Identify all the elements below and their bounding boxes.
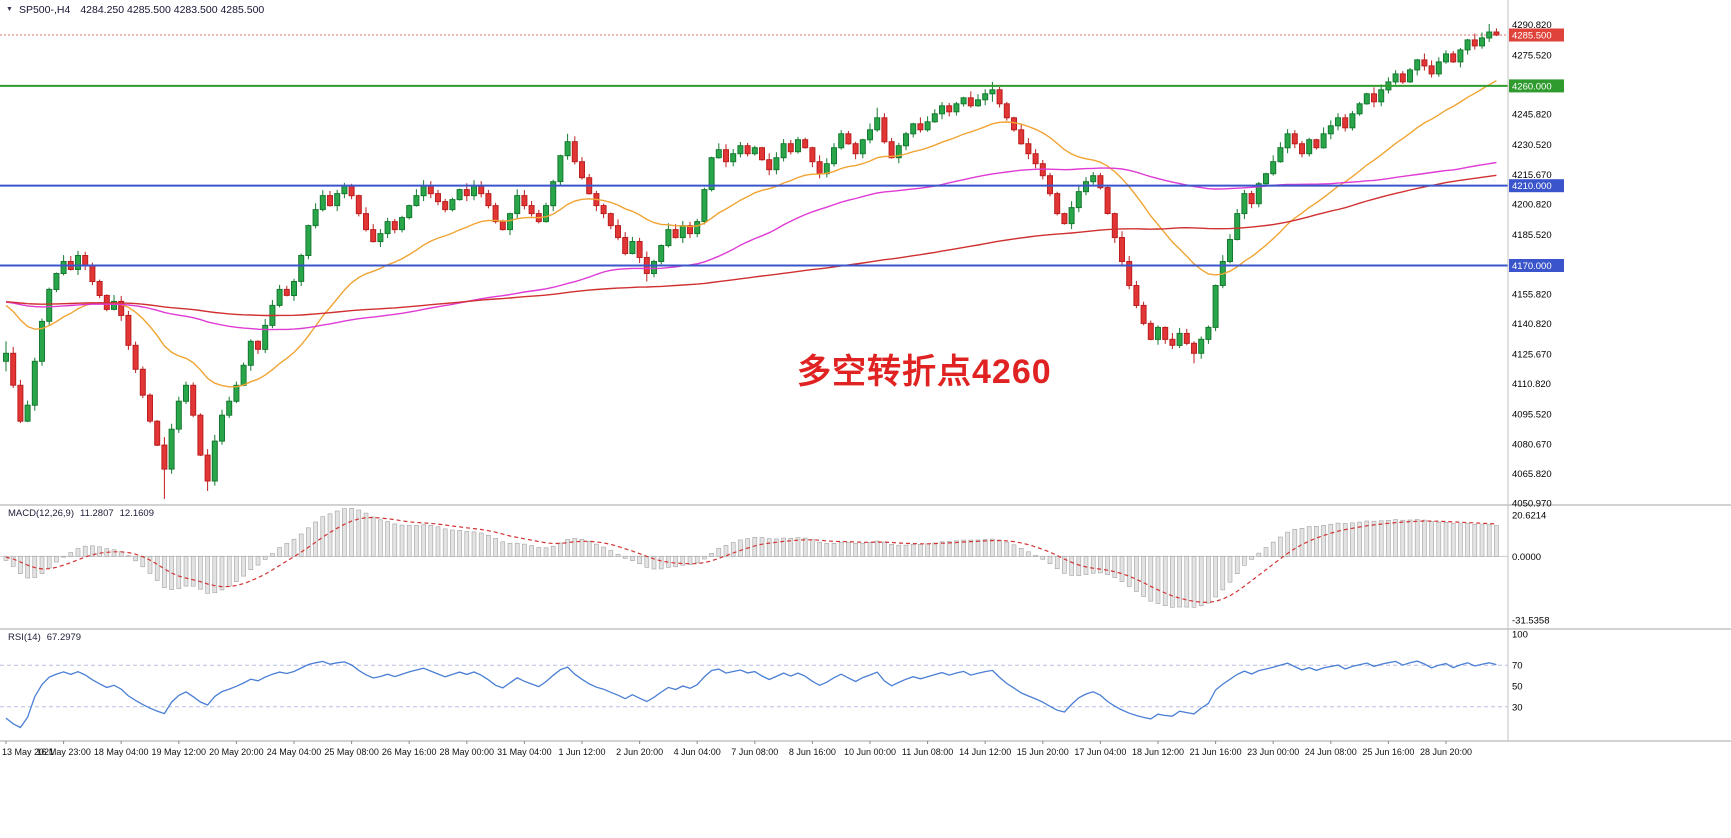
svg-text:4050.970: 4050.970 — [1512, 499, 1552, 510]
svg-text:26 May 16:00: 26 May 16:00 — [382, 747, 437, 757]
price-axis[interactable]: 4290.820 4275.520 4245.820 4230.520 4215.670… — [1509, 20, 1564, 510]
macd-signal-value: 12.1609 — [119, 508, 154, 519]
svg-text:100: 100 — [1512, 630, 1528, 641]
svg-text:4095.520: 4095.520 — [1512, 410, 1552, 421]
symbol-timeframe-label: SP500-,H4 — [18, 4, 71, 16]
macd-main-value: 11.2807 — [80, 508, 114, 519]
svg-text:4065.820: 4065.820 — [1512, 469, 1552, 480]
rsi-name: RSI(14) — [8, 632, 41, 643]
panel-separators — [0, 0, 1731, 742]
svg-text:21 Jun 16:00: 21 Jun 16:00 — [1190, 747, 1242, 757]
svg-text:31 May 04:00: 31 May 04:00 — [497, 747, 552, 757]
svg-text:0.0000: 0.0000 — [1512, 552, 1541, 563]
svg-text:4210.000: 4210.000 — [1512, 181, 1552, 192]
rsi-value: 67.2979 — [46, 632, 82, 643]
svg-text:13 May 2021: 13 May 2021 — [2, 747, 54, 757]
svg-text:14 Jun 12:00: 14 Jun 12:00 — [959, 747, 1011, 757]
svg-text:4290.820: 4290.820 — [1512, 20, 1552, 31]
svg-text:16 May 23:00: 16 May 23:00 — [36, 747, 91, 757]
svg-text:8 Jun 16:00: 8 Jun 16:00 — [789, 747, 836, 757]
svg-text:20 May 20:00: 20 May 20:00 — [209, 747, 264, 757]
svg-text:24 May 04:00: 24 May 04:00 — [267, 747, 322, 757]
svg-text:4080.670: 4080.670 — [1512, 439, 1552, 450]
svg-text:11 Jun 08:00: 11 Jun 08:00 — [902, 747, 953, 757]
macd-panel[interactable]: 20.6214 0.0000 -31.5358 — [0, 507, 1550, 627]
svg-text:23 Jun 00:00: 23 Jun 00:00 — [1247, 747, 1299, 757]
svg-text:50: 50 — [1512, 682, 1523, 693]
rsi-panel[interactable]: 100 70 50 30 — [0, 630, 1528, 729]
svg-text:4260.000: 4260.000 — [1512, 81, 1552, 92]
svg-text:-31.5358: -31.5358 — [1512, 616, 1550, 627]
svg-text:2 Jun 20:00: 2 Jun 20:00 — [616, 747, 663, 757]
svg-text:4110.820: 4110.820 — [1512, 379, 1551, 390]
annotation-text[interactable]: 多空转折点4260 — [797, 353, 1052, 391]
svg-text:4170.000: 4170.000 — [1512, 261, 1552, 272]
svg-text:4155.820: 4155.820 — [1512, 289, 1552, 300]
svg-text:28 May 00:00: 28 May 00:00 — [440, 747, 495, 757]
svg-text:10 Jun 00:00: 10 Jun 00:00 — [844, 747, 896, 757]
macd-name: MACD(12,26,9) — [8, 508, 74, 519]
svg-text:7 Jun 08:00: 7 Jun 08:00 — [731, 747, 778, 757]
svg-text:4230.520: 4230.520 — [1512, 140, 1552, 151]
svg-text:17 Jun 04:00: 17 Jun 04:00 — [1074, 747, 1126, 757]
rsi-indicator-label: RSI(14) 67.2979 — [8, 632, 87, 643]
slow-ma-line[interactable] — [5, 174, 1497, 317]
svg-text:25 May 08:00: 25 May 08:00 — [324, 747, 379, 757]
svg-text:4200.820: 4200.820 — [1512, 199, 1552, 210]
svg-text:25 Jun 16:00: 25 Jun 16:00 — [1362, 747, 1414, 757]
symbol-dropdown-icon[interactable]: ▼ — [6, 6, 13, 13]
svg-text:24 Jun 08:00: 24 Jun 08:00 — [1305, 747, 1357, 757]
svg-text:19 May 12:00: 19 May 12:00 — [152, 747, 207, 757]
svg-text:70: 70 — [1512, 661, 1523, 672]
ohlc-values: 4284.250 4285.500 4283.500 4285.500 — [80, 4, 265, 16]
svg-text:18 Jun 12:00: 18 Jun 12:00 — [1132, 747, 1184, 757]
svg-text:4 Jun 04:00: 4 Jun 04:00 — [674, 747, 721, 757]
svg-text:28 Jun 20:00: 28 Jun 20:00 — [1420, 747, 1472, 757]
chart-header: ▼ SP500-,H4 4284.250 4285.500 4283.500 428… — [6, 4, 264, 16]
svg-text:20.6214: 20.6214 — [1512, 510, 1546, 521]
svg-text:4245.820: 4245.820 — [1512, 110, 1552, 121]
macd-indicator-label: MACD(12,26,9) 11.2807 12.1609 — [8, 508, 160, 519]
svg-text:4215.670: 4215.670 — [1512, 170, 1552, 181]
svg-text:18 May 04:00: 18 May 04:00 — [94, 747, 149, 757]
svg-text:4275.520: 4275.520 — [1512, 50, 1552, 61]
svg-text:4125.670: 4125.670 — [1512, 349, 1552, 360]
svg-text:15 Jun 20:00: 15 Jun 20:00 — [1017, 747, 1069, 757]
candles-layer[interactable] — [3, 24, 1500, 499]
svg-text:30: 30 — [1512, 702, 1523, 713]
svg-text:4185.520: 4185.520 — [1512, 230, 1552, 241]
svg-text:4285.500: 4285.500 — [1512, 30, 1552, 41]
svg-text:1 Jun 12:00: 1 Jun 12:00 — [558, 747, 605, 757]
svg-text:4140.820: 4140.820 — [1512, 319, 1552, 330]
fast-ma-line[interactable] — [5, 80, 1497, 388]
medium-ma-line[interactable] — [5, 161, 1497, 331]
